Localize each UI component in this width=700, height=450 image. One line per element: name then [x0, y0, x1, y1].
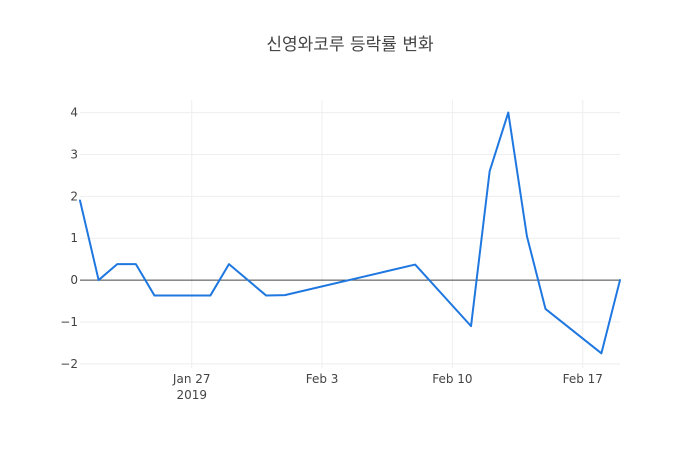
y-tick-label: 1	[70, 231, 78, 245]
y-tick-label: 2	[70, 189, 78, 203]
y-tick-label: 0	[70, 273, 78, 287]
y-tick-label: −1	[60, 315, 78, 329]
y-tick-label: 4	[70, 106, 78, 120]
y-tick-label: −2	[60, 357, 78, 371]
grid-layer	[80, 100, 620, 368]
x-tick-label: Jan 27	[172, 372, 211, 386]
x-tick-label: Feb 10	[432, 372, 472, 386]
chart-title: 신영와코루 등락률 변화	[266, 35, 434, 55]
series-line	[79, 111, 621, 355]
x-tick-sublabel: 2019	[176, 388, 207, 402]
y-tick-label: 3	[70, 147, 78, 161]
x-tick-label: Feb 3	[306, 372, 339, 386]
axis-layer: 4 3 2 1 0 −1 −2 Jan 27 2019 Feb 3 Feb 10 Feb 17	[60, 106, 620, 402]
series-layer	[79, 111, 621, 355]
x-tick-label: Feb 17	[563, 372, 603, 386]
